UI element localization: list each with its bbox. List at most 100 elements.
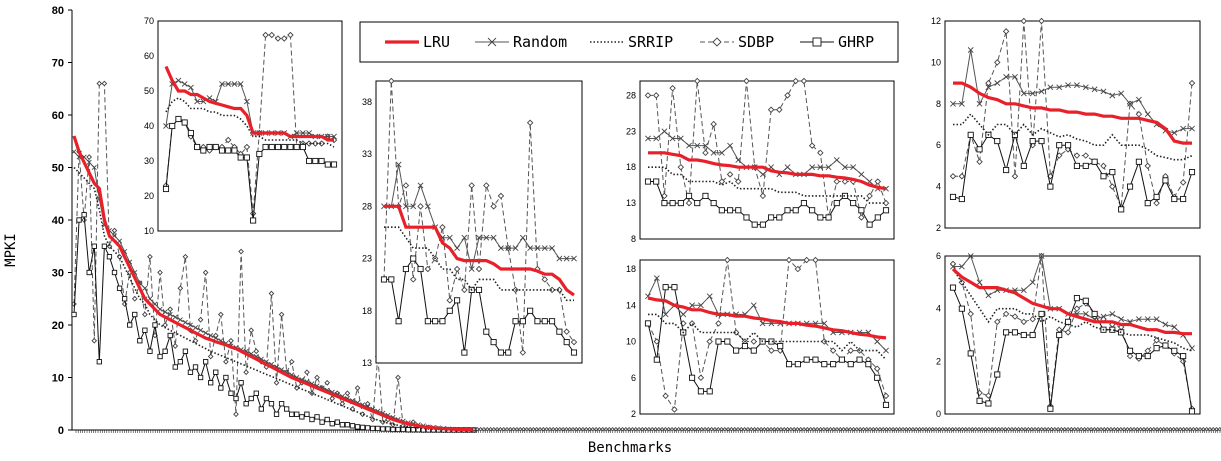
inset-5-sdbp-point-7 <box>706 338 713 345</box>
main-tail-marker <box>1003 426 1008 432</box>
main-ghrp-point-47 <box>309 416 315 423</box>
inset-5-y-tick-2: 2 <box>631 409 636 419</box>
inset-3-random-point-21 <box>817 164 824 171</box>
inset-3-ghrp-point-25 <box>850 200 857 207</box>
inset-4-ghrp-point-1 <box>958 195 965 203</box>
inset-5-random-point-20-b <box>821 320 828 327</box>
inset-2-random-point-15-b <box>490 234 497 241</box>
inset-1-ghrp-point-15 <box>256 150 263 158</box>
inset-5-ghrp-point-20 <box>821 361 828 368</box>
main-tail-marker <box>729 426 734 432</box>
inset-2-random-point-3 <box>403 203 409 210</box>
inset-2-ghrp-point-7 <box>432 318 439 325</box>
main-tail-marker <box>1092 426 1097 432</box>
inset-4-random-point-9-b <box>1029 90 1036 97</box>
inset-2-random-point-3-b <box>403 203 409 210</box>
y-tick-label-10: 10 <box>52 373 64 385</box>
main-random-point-3-b <box>86 159 92 165</box>
inset-1-random-point-9 <box>219 81 225 87</box>
inset-3-ghrp-point-6 <box>694 200 701 207</box>
inset-1-ghrp-point-13 <box>243 154 250 161</box>
inset-1-random-point-23-b <box>306 130 313 136</box>
main-series-group <box>71 80 1221 433</box>
inset-4-sdbp-point-4 <box>985 79 992 87</box>
main-tail-marker <box>913 426 919 432</box>
inset-4-random-point-16-b <box>1091 86 1098 93</box>
inset-6-sdbp-line <box>952 255 1193 409</box>
main-tail-marker <box>1102 426 1107 432</box>
main-ghrp-point-34 <box>243 401 249 407</box>
inset-4-random-point-6-b <box>1003 73 1010 80</box>
inset-3-random-point-3 <box>669 135 676 142</box>
inset-2-sdbp-point-1 <box>388 77 395 85</box>
inset-6-random-point-25-b <box>1171 324 1178 331</box>
inset-4-ghrp-point-3 <box>976 146 983 153</box>
inset-6-sdbp-point-6 <box>1002 310 1010 318</box>
main-tail-marker <box>527 426 533 432</box>
inset-2: 13 18 23 28 33 38 <box>362 77 583 368</box>
inset-2-random-point-4-b <box>410 203 417 210</box>
main-ghrp-point-23 <box>187 369 194 375</box>
inset-6-random-point-24-b <box>1162 321 1169 328</box>
inset-4-sdbp-point-22 <box>1144 162 1151 170</box>
main-tail-marker <box>1141 426 1147 432</box>
inset-3-random-point-24 <box>842 164 848 171</box>
main-tail-marker <box>1181 426 1186 432</box>
inset-5-ghrp-point-10 <box>733 347 740 354</box>
inset-2-random-point-2 <box>395 161 402 168</box>
main-random-point-24 <box>193 325 199 331</box>
main-tail-marker <box>940 426 945 432</box>
main-ghrp-point-48 <box>314 414 320 420</box>
main-sdbp-point-51 <box>329 395 336 402</box>
main-ghrp-point-11 <box>127 322 133 328</box>
legend-marker-random-b <box>487 37 497 47</box>
inset-4-random-point-4-b <box>985 84 992 91</box>
main-ghrp-point-31 <box>228 390 234 396</box>
main-tail-marker <box>937 426 942 432</box>
inset-4-random-point-22-b <box>1144 111 1151 118</box>
main-tail-marker <box>1207 426 1213 432</box>
main-tail-marker <box>821 426 827 432</box>
inset-4-random-point-5 <box>994 80 1001 87</box>
main-sdbp-point-21 <box>177 285 184 292</box>
main-tail-marker <box>1039 426 1044 432</box>
inset-6-random-point-23-b <box>1153 316 1160 323</box>
inset-5-sdbp-point-3 <box>671 406 678 413</box>
inset-3-random-point-6 <box>694 142 701 149</box>
inset-4-ghrp-point-8 <box>1020 162 1027 169</box>
inset-6-srrip-line <box>952 268 1193 352</box>
main-random-point-16-b <box>152 301 158 307</box>
inset-1-ghrp-point-19 <box>281 143 288 151</box>
inset-5-ghrp-point-8 <box>715 338 722 345</box>
inset-2-ghrp-point-2 <box>395 318 402 325</box>
main-tail-marker <box>1029 426 1034 432</box>
inset-4-random-point-6 <box>1003 73 1010 80</box>
inset-6-random-point-2-b <box>967 253 974 259</box>
main-ghrp-point-16 <box>152 322 158 328</box>
main-tail-marker <box>927 426 932 432</box>
inset-2-random-point-24-b <box>556 255 563 262</box>
main-sdbp-point-53 <box>339 400 346 407</box>
main-tail-marker <box>795 426 800 432</box>
inset-5-random-point-26 <box>874 338 881 345</box>
y-tick-label-60: 60 <box>52 110 64 122</box>
main-tail-marker <box>1168 426 1173 432</box>
inset-3-sdbp-point-19 <box>800 77 808 85</box>
main-tail-marker <box>1065 426 1071 432</box>
inset-2-sdbp-point-13 <box>475 265 483 273</box>
main-tail-marker <box>966 426 972 432</box>
inset-5-sdbp-point-6 <box>697 374 705 382</box>
inset-2-sdbp-point-16 <box>497 192 505 200</box>
main-tail-marker <box>1191 426 1196 432</box>
inset-1-random-point-2-b <box>175 77 182 84</box>
inset-4-lru-line <box>953 81 1192 145</box>
main-ghrp-point-45 <box>299 414 305 420</box>
inset-3-sdbp-point-29 <box>882 199 890 207</box>
inset-4-random-point-0-b <box>950 100 956 107</box>
inset-3-ghrp-point-14 <box>759 221 766 228</box>
main-tail-marker <box>946 426 952 432</box>
inset-3-ghrp-point-0 <box>644 178 652 185</box>
inset-6-lru-line <box>951 268 1192 336</box>
inset-4-random-point-7-b <box>1012 73 1018 80</box>
inset-6-random-point-1-b <box>958 263 965 270</box>
